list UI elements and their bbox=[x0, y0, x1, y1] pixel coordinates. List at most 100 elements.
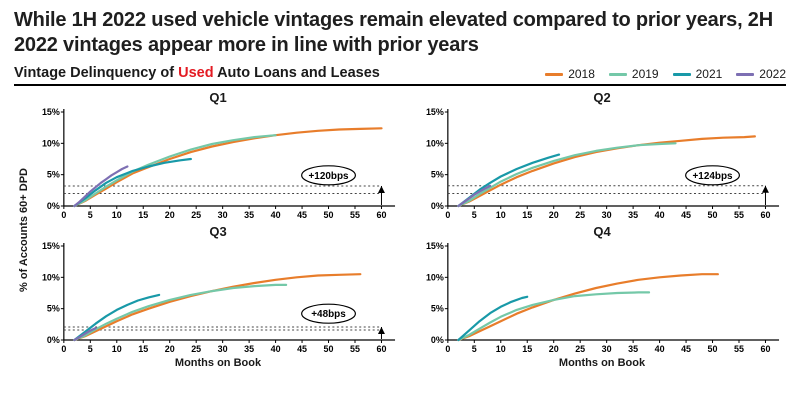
series-line-2019 bbox=[457, 291, 651, 342]
charts-grid: Q1 0 5 10 15 20 25 30 35 40 45 50 55 60 0% 5% 10% 15% +12… bbox=[34, 90, 786, 369]
x-tick-label: 40 bbox=[655, 210, 665, 220]
series-line-2021 bbox=[73, 294, 161, 342]
x-tick-label: 50 bbox=[324, 344, 334, 354]
series-line-2022 bbox=[457, 185, 492, 208]
legend-item-2021: 2021 bbox=[672, 67, 723, 82]
y-tick-label: 5% bbox=[47, 304, 60, 314]
x-tick-label: 25 bbox=[575, 210, 585, 220]
chart-title-suffix: Auto Loans and Leases bbox=[213, 65, 380, 82]
panel-title: Q1 bbox=[209, 90, 227, 106]
x-tick-label: 35 bbox=[244, 210, 254, 220]
series-line-2019 bbox=[457, 142, 677, 208]
legend-label: 2019 bbox=[631, 67, 659, 82]
x-tick-label: 40 bbox=[271, 210, 281, 220]
y-tick-label: 15% bbox=[426, 107, 444, 117]
series-line-2022 bbox=[73, 327, 97, 342]
y-tick-label: 10% bbox=[42, 139, 60, 149]
y-axis-label: % of Accounts 60+ DPD bbox=[18, 167, 30, 292]
panel-title: Q2 bbox=[593, 90, 611, 106]
x-tick-label: 45 bbox=[297, 344, 307, 354]
x-tick-label: 5 bbox=[88, 210, 93, 220]
series-line-2018 bbox=[457, 135, 756, 208]
annotation-label: +48bps bbox=[311, 310, 346, 321]
series-line-2021 bbox=[457, 296, 529, 342]
y-tick-label: 0% bbox=[47, 335, 60, 345]
legend-label: 2018 bbox=[568, 67, 595, 82]
chart-title-highlight: Used bbox=[178, 65, 214, 82]
legend: 2018 2019 2021 2022 bbox=[545, 67, 786, 81]
x-tick-label: 30 bbox=[218, 210, 228, 220]
chart-q1: 0 5 10 15 20 25 30 35 40 45 50 55 60 0% 5% 10% 15% +120bp… bbox=[42, 107, 396, 220]
y-axis-label-wrap: % of Accounts 60+ DPD bbox=[14, 90, 34, 369]
legend-item-2019: 2019 bbox=[608, 67, 659, 82]
x-tick-label: 0 bbox=[61, 210, 66, 220]
x-tick-label: 20 bbox=[165, 210, 175, 220]
x-tick-label: 0 bbox=[61, 344, 66, 354]
x-tick-label: 15 bbox=[138, 344, 148, 354]
x-tick-label: 5 bbox=[472, 210, 477, 220]
x-tick-label: 30 bbox=[602, 344, 612, 354]
legend-swatch bbox=[608, 72, 627, 76]
x-tick-label: 15 bbox=[138, 210, 148, 220]
series-line-2019 bbox=[73, 134, 277, 208]
panel-q2: Q2 0 5 10 15 20 25 30 35 40 45 50 55 60 0% 5% 10% 15% +12… bbox=[418, 90, 786, 222]
x-tick-label: 10 bbox=[496, 344, 506, 354]
gap-marker-arrow bbox=[377, 186, 385, 194]
y-tick-label: 15% bbox=[42, 107, 60, 117]
y-tick-label: 5% bbox=[47, 170, 60, 180]
x-tick-label: 40 bbox=[271, 344, 281, 354]
panel-q3: Q3 0 5 10 15 20 25 30 35 40 45 50 55 60 0% 5% 10% 15% +48… bbox=[34, 224, 402, 369]
legend-label: 2022 bbox=[759, 67, 786, 82]
legend-swatch bbox=[672, 72, 691, 76]
y-tick-label: 0% bbox=[431, 201, 444, 211]
page-title: While 1H 2022 used vehicle vintages rema… bbox=[14, 9, 773, 57]
panel-q4: Q4 0 5 10 15 20 25 30 35 40 45 50 55 60 0% 5% 10% 15% Mo… bbox=[418, 224, 786, 369]
x-tick-label: 25 bbox=[191, 210, 201, 220]
series-line-2022 bbox=[73, 165, 129, 208]
chart-q4: 0 5 10 15 20 25 30 35 40 45 50 55 60 0% 5% 10% 15% bbox=[426, 241, 780, 354]
y-tick-label: 10% bbox=[42, 273, 60, 283]
x-tick-label: 0 bbox=[445, 210, 450, 220]
x-tick-label: 35 bbox=[628, 210, 638, 220]
x-tick-label: 30 bbox=[218, 344, 228, 354]
panel-q1: Q1 0 5 10 15 20 25 30 35 40 45 50 55 60 0% 5% 10% 15% +12… bbox=[34, 90, 402, 222]
annotation-ellipse bbox=[301, 303, 356, 325]
x-tick-label: 50 bbox=[708, 344, 718, 354]
annotation-label: +120bps bbox=[308, 171, 349, 182]
x-tick-label: 35 bbox=[244, 344, 254, 354]
chart-q2: 0 5 10 15 20 25 30 35 40 45 50 55 60 0% 5% 10% 15% +124bp… bbox=[426, 107, 780, 220]
annotation-label: +124bps bbox=[692, 171, 733, 182]
x-tick-label: 40 bbox=[655, 344, 665, 354]
x-tick-label: 55 bbox=[350, 344, 360, 354]
y-tick-label: 15% bbox=[42, 241, 60, 251]
x-tick-label: 15 bbox=[522, 210, 532, 220]
series-line-2018 bbox=[457, 273, 719, 342]
x-tick-label: 20 bbox=[549, 210, 559, 220]
series-line-2018 bbox=[73, 273, 362, 342]
y-tick-label: 5% bbox=[431, 170, 444, 180]
charts-area: % of Accounts 60+ DPD Q1 0 5 10 15 20 25 30 35 4… bbox=[14, 90, 786, 369]
gap-marker-arrow bbox=[761, 186, 769, 194]
x-tick-label: 60 bbox=[376, 344, 386, 354]
x-tick-label: 45 bbox=[681, 210, 691, 220]
series-line-2021 bbox=[73, 158, 192, 208]
y-tick-label: 10% bbox=[426, 273, 444, 283]
panel-title: Q4 bbox=[593, 224, 611, 240]
x-tick-label: 30 bbox=[602, 210, 612, 220]
x-tick-label: 55 bbox=[734, 210, 744, 220]
chart-q3: 0 5 10 15 20 25 30 35 40 45 50 55 60 0% 5% 10% 15% +48bps bbox=[42, 241, 396, 354]
x-tick-label: 45 bbox=[297, 210, 307, 220]
annotation-ellipse bbox=[685, 165, 740, 186]
x-axis-label: Months on Book bbox=[174, 357, 262, 370]
legend-swatch bbox=[545, 72, 564, 76]
x-tick-label: 5 bbox=[472, 344, 477, 354]
x-tick-label: 25 bbox=[575, 344, 585, 354]
x-tick-label: 25 bbox=[191, 344, 201, 354]
panel-title: Q3 bbox=[209, 224, 227, 240]
legend-swatch bbox=[736, 72, 755, 76]
x-tick-label: 10 bbox=[112, 344, 122, 354]
x-tick-label: 60 bbox=[760, 210, 770, 220]
legend-label: 2021 bbox=[695, 67, 723, 82]
x-tick-label: 55 bbox=[734, 344, 744, 354]
